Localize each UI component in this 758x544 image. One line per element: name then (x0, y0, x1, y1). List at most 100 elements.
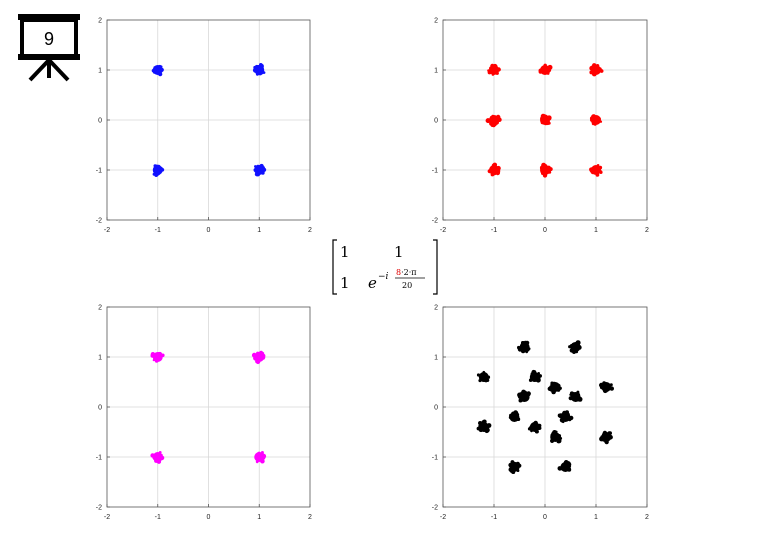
data-point-cluster (508, 410, 521, 422)
data-point (547, 121, 551, 125)
data-point (576, 390, 580, 394)
scatter-plot-4: -2 -1 0 1 2 2 1 0 -1 -2 (432, 305, 649, 522)
data-point (481, 422, 485, 426)
data-point (493, 171, 497, 175)
data-point (533, 421, 537, 424)
data-point (556, 385, 559, 388)
matrix-numerator: 8·2·π (396, 268, 417, 277)
data-point (487, 69, 490, 72)
data-point (594, 167, 598, 171)
data-point-cluster (568, 340, 582, 354)
matrix-right-bracket (433, 239, 438, 295)
y-tick-label: 2 (98, 305, 102, 312)
data-point (599, 120, 603, 123)
data-point (589, 70, 594, 75)
data-point (552, 435, 557, 441)
data-point (523, 340, 528, 346)
data-point (571, 343, 575, 347)
data-point (599, 170, 603, 174)
matrix-numerator-highlight: 8 (396, 268, 401, 277)
data-point (487, 169, 492, 174)
data-point (520, 348, 526, 354)
y-tick-label: -2 (432, 505, 438, 512)
data-point (476, 373, 481, 377)
data-point (255, 455, 260, 460)
x-tick-label: 2 (645, 514, 649, 521)
y-tick-label: 2 (98, 18, 102, 25)
data-point (155, 455, 158, 458)
x-tick-label: 1 (594, 514, 598, 521)
data-point (260, 457, 265, 461)
data-point (152, 358, 156, 362)
x-tick-label: 1 (257, 227, 261, 234)
matrix-r2c1: 1 (340, 274, 350, 292)
data-point (508, 467, 513, 472)
data-point-cluster (599, 430, 613, 445)
data-point (538, 68, 543, 73)
data-point (537, 372, 540, 375)
data-point (555, 430, 558, 433)
x-tick-label: -1 (491, 514, 497, 521)
y-tick-label: 1 (98, 355, 102, 362)
data-point (485, 118, 491, 124)
y-tick-label: 0 (98, 118, 102, 125)
data-point (481, 420, 485, 424)
data-point (257, 168, 261, 172)
data-point-cluster (539, 162, 553, 178)
data-point (549, 385, 553, 389)
y-tick-label: -1 (432, 455, 438, 462)
data-point (483, 425, 487, 430)
data-point (605, 434, 610, 440)
data-point (510, 413, 515, 418)
data-point (563, 466, 567, 470)
data-point (261, 453, 267, 459)
y-tick-label: 0 (98, 405, 102, 412)
x-tick-label: -1 (491, 227, 497, 234)
data-point (495, 168, 500, 173)
data-point (603, 389, 607, 393)
matrix-r1c1: 1 (340, 243, 350, 261)
data-point (159, 455, 165, 461)
data-point (492, 68, 496, 72)
data-point-cluster (150, 351, 165, 363)
x-tick-label: -2 (440, 227, 446, 234)
y-tick-label: -1 (96, 455, 102, 462)
data-point (550, 433, 555, 438)
data-point (543, 69, 548, 75)
data-point (540, 170, 544, 174)
scatter-plot-2: -2 -1 0 1 2 2 1 0 -1 -2 (432, 18, 649, 235)
data-point (529, 425, 533, 430)
data-point-cluster (540, 113, 552, 126)
data-point (256, 67, 261, 73)
data-point-cluster (254, 451, 267, 464)
data-point (547, 64, 553, 70)
x-tick-label: 2 (645, 227, 649, 234)
matrix-denominator: 20 (402, 281, 412, 290)
data-point (609, 383, 613, 387)
x-tick-label: -2 (104, 227, 110, 234)
x-tick-label: 0 (543, 514, 547, 521)
y-tick-label: -1 (96, 168, 102, 175)
data-point-cluster (517, 389, 531, 403)
data-point-cluster (252, 63, 266, 76)
data-point (157, 356, 162, 361)
data-point (540, 121, 544, 125)
data-point (490, 116, 495, 120)
y-tick-label: 0 (434, 405, 438, 412)
data-point (156, 353, 160, 357)
data-point (589, 167, 594, 172)
data-point-cluster (527, 420, 542, 434)
matrix-left-bracket (332, 239, 337, 295)
data-point (569, 415, 574, 421)
data-point (540, 113, 546, 119)
y-tick-label: -1 (432, 168, 438, 175)
data-point-cluster (485, 114, 502, 128)
data-point (609, 386, 614, 391)
data-point-cluster (557, 460, 572, 472)
x-tick-label: 2 (308, 514, 312, 521)
matrix-exp-prefix: −i (378, 272, 389, 282)
matrix-exp-base: e (368, 274, 377, 292)
data-point (533, 425, 537, 428)
data-point (260, 451, 264, 454)
